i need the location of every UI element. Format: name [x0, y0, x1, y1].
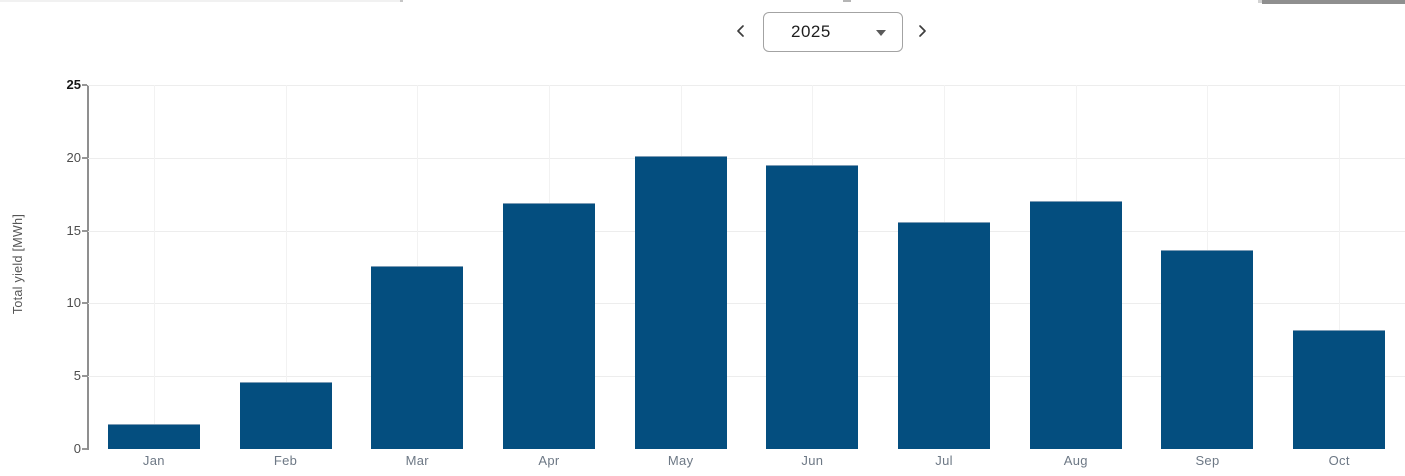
bar-may[interactable]: [634, 156, 727, 449]
h-gridline: [88, 157, 1405, 159]
x-tick-label: May: [667, 453, 694, 468]
bar-slot: [1273, 85, 1405, 449]
bar-jun[interactable]: [766, 165, 859, 449]
bar-slot: [88, 85, 220, 449]
x-tick-label: Jun: [801, 453, 824, 468]
y-tick-label: 15: [66, 222, 81, 238]
y-tick-label: 20: [66, 149, 81, 165]
x-tick-label: Aug: [1063, 453, 1088, 468]
y-tick-label: 0: [73, 441, 81, 456]
y-tick-label: 25: [66, 77, 81, 92]
x-tick-label: Jan: [142, 453, 165, 468]
x-tick-label: Feb: [273, 453, 298, 468]
bar-jan[interactable]: [107, 424, 200, 449]
bars-row: [88, 85, 1405, 449]
bar-aug[interactable]: [1029, 201, 1122, 449]
bar-mar[interactable]: [371, 265, 464, 449]
h-gridline: [88, 230, 1405, 232]
bar-jul[interactable]: [898, 221, 991, 449]
bar-slot: [1010, 85, 1142, 449]
bar-slot: [483, 85, 615, 449]
v-gridline: [1339, 85, 1341, 449]
v-gridline: [285, 85, 287, 449]
y-tick-mark: [82, 84, 87, 86]
y-axis-line: [87, 85, 89, 450]
y-tick-mark: [82, 302, 87, 305]
caret-down-icon: [876, 30, 886, 36]
next-year-button[interactable]: [909, 19, 935, 45]
bar-oct[interactable]: [1293, 329, 1386, 449]
bar-slot: [878, 85, 1010, 449]
x-labels-row: Jan Feb Mar Apr May Jun Jul Aug Sep Oct: [88, 453, 1405, 473]
year-select[interactable]: 2025: [763, 12, 903, 52]
y-tick-label: 10: [66, 295, 81, 311]
x-tick-label: Oct: [1328, 453, 1350, 468]
bar-apr[interactable]: [502, 202, 595, 449]
bar-slot: [1142, 85, 1274, 449]
bar-slot: [351, 85, 483, 449]
bar-feb[interactable]: [239, 382, 332, 449]
cropped-toolbar-edge-left: [0, 0, 403, 2]
y-tick-mark: [82, 375, 87, 378]
x-tick-label: Sep: [1195, 453, 1220, 468]
cropped-button-edge-highlight: [1258, 0, 1262, 3]
x-tick-label: Apr: [538, 453, 560, 468]
h-gridline: [88, 85, 1405, 86]
x-tick-label: Jul: [935, 453, 953, 468]
previous-year-button[interactable]: [728, 19, 754, 45]
bar-slot: [220, 85, 352, 449]
plot-area: [88, 85, 1405, 449]
v-gridline: [153, 85, 155, 449]
y-tick-mark: [82, 156, 87, 159]
x-tick-label: Mar: [405, 453, 429, 468]
y-tick-mark: [82, 448, 87, 450]
h-gridline: [88, 376, 1405, 378]
bar-slot: [615, 85, 747, 449]
y-axis-title: Total yield [MWh]: [11, 213, 25, 315]
y-tick-label: 5: [73, 368, 81, 384]
bar-slot: [747, 85, 879, 449]
y-tick-mark: [82, 229, 87, 232]
h-gridline: [88, 303, 1405, 305]
year-select-value: 2025: [791, 22, 831, 41]
chevron-right-icon: [915, 24, 929, 41]
bar-sep[interactable]: [1161, 249, 1254, 449]
cropped-button-edge-right: [1262, 0, 1405, 4]
chevron-left-icon: [734, 24, 748, 41]
cropped-element-edge-center: [843, 0, 851, 2]
